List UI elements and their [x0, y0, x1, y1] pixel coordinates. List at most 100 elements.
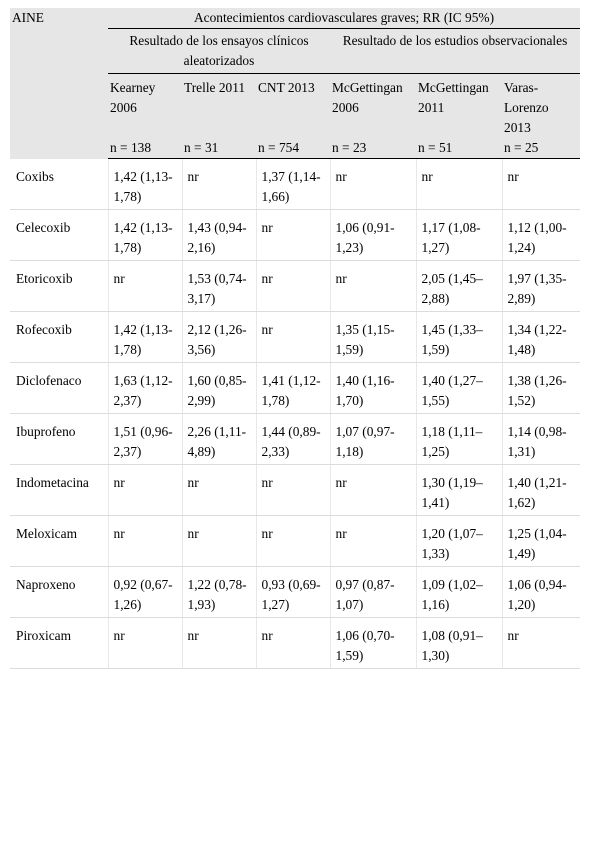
sample-size-cnt-2013: n = 754 — [256, 138, 330, 159]
rr-value-cell: nr — [108, 260, 183, 312]
rr-value-cell: nr — [330, 260, 417, 312]
sample-size-trelle-2011: n = 31 — [182, 138, 256, 159]
rr-value-cell: 1,51 (0,96-2,37) — [108, 413, 183, 465]
rr-value-cell: 1,38 (1,26-1,52) — [502, 362, 580, 414]
rr-value-cell: 1,06 (0,91-1,23) — [330, 209, 417, 261]
rr-value-cell: nr — [108, 515, 183, 567]
table-body: Coxibs 1,42 (1,13-1,78) nr 1,37 (1,14-1,66)… — [10, 158, 580, 669]
table-row: Diclofenaco 1,63 (1,12-2,37) 1,60 (0,85-2,… — [10, 362, 580, 414]
rr-value-cell: 1,35 (1,15-1,59) — [330, 311, 417, 363]
rr-value-cell: 0,97 (0,87-1,07) — [330, 566, 417, 618]
study-header-varas-lorenzo-2013: Varas-Lorenzo 2013 — [504, 80, 549, 135]
rr-value-cell: nr — [416, 158, 503, 210]
rr-value-cell: 1,63 (1,12-2,37) — [108, 362, 183, 414]
sample-size-varas-lorenzo-2013: n = 25 — [502, 138, 580, 159]
study-header-mcgettingan-2006: McGettingan 2006 — [332, 80, 403, 115]
study-header-cnt-2013: CNT 2013 — [258, 80, 315, 95]
table-row: Celecoxib 1,42 (1,13-1,78) 1,43 (0,94-2,16… — [10, 209, 580, 261]
rr-value-cell: nr — [502, 158, 580, 210]
events-title-header: Acontecimientos cardiovasculares graves;… — [108, 8, 580, 29]
rr-value-cell: 2,26 (1,11-4,89) — [182, 413, 257, 465]
rr-value-cell: 1,06 (0,70-1,59) — [330, 617, 417, 669]
table-row: Etoricoxib nr 1,53 (0,74-3,17) nr nr 2,05 (1,… — [10, 260, 580, 312]
rr-value-cell: 1,07 (0,97-1,18) — [330, 413, 417, 465]
rr-value-cell: 1,43 (0,94-2,16) — [182, 209, 257, 261]
sample-size-mcgettingan-2006: n = 23 — [330, 138, 416, 159]
rr-value-cell: nr — [108, 464, 183, 516]
rr-value-cell: 1,09 (1,02–1,16) — [416, 566, 503, 618]
study-header-mcgettingan-2011: McGettingan 2011 — [418, 80, 489, 115]
observational-group-header: Resultado de los estudios observacionale… — [330, 28, 580, 74]
drug-name-cell: Celecoxib — [10, 209, 109, 261]
table-row: Piroxicam nr nr nr 1,06 (0,70-1,59) 1,08 (0,9… — [10, 617, 580, 669]
rr-value-cell: 2,12 (1,26-3,56) — [182, 311, 257, 363]
table-row: Meloxicam nr nr nr nr 1,20 (1,07–1,33) 1,25 (1… — [10, 515, 580, 567]
study-header-kearney-2006: Kearney 2006 — [110, 80, 156, 115]
rr-value-cell: nr — [256, 515, 331, 567]
rr-value-cell: 1,08 (0,91–1,30) — [416, 617, 503, 669]
rr-value-cell: nr — [330, 464, 417, 516]
aine-column-header: AINE — [12, 10, 44, 25]
rr-value-cell: nr — [182, 515, 257, 567]
sample-size-kearney-2006: n = 138 — [108, 138, 182, 159]
drug-name-cell: Indometacina — [10, 464, 109, 516]
rr-value-cell: nr — [256, 209, 331, 261]
table-row: Coxibs 1,42 (1,13-1,78) nr 1,37 (1,14-1,66)… — [10, 158, 580, 210]
rr-value-cell: nr — [330, 158, 417, 210]
rr-value-cell: 1,37 (1,14-1,66) — [256, 158, 331, 210]
cardiovascular-events-table: AINE Acontecimientos cardiovasculares gr… — [10, 8, 580, 669]
rr-value-cell: 1,97 (1,35-2,89) — [502, 260, 580, 312]
drug-name-cell: Coxibs — [10, 158, 109, 210]
rr-value-cell: 1,40 (1,21-1,62) — [502, 464, 580, 516]
rr-value-cell: 1,22 (0,78-1,93) — [182, 566, 257, 618]
rr-value-cell: 1,40 (1,27–1,55) — [416, 362, 503, 414]
rr-value-cell: nr — [182, 617, 257, 669]
table-header: AINE Acontecimientos cardiovasculares gr… — [10, 8, 580, 159]
rr-value-cell: 1,60 (0,85-2,99) — [182, 362, 257, 414]
rr-value-cell: nr — [256, 260, 331, 312]
rr-value-cell: 2,05 (1,45–2,88) — [416, 260, 503, 312]
rr-value-cell: 1,44 (0,89-2,33) — [256, 413, 331, 465]
table-row: Naproxeno 0,92 (0,67-1,26) 1,22 (0,78-1,93… — [10, 566, 580, 618]
rr-value-cell: 1,20 (1,07–1,33) — [416, 515, 503, 567]
rr-value-cell: 1,34 (1,22-1,48) — [502, 311, 580, 363]
rr-value-cell: 1,45 (1,33–1,59) — [416, 311, 503, 363]
drug-name-cell: Meloxicam — [10, 515, 109, 567]
rr-value-cell: nr — [502, 617, 580, 669]
drug-name-cell: Naproxeno — [10, 566, 109, 618]
table-container: AINE Acontecimientos cardiovasculares gr… — [10, 8, 580, 669]
rr-value-cell: nr — [182, 464, 257, 516]
drug-name-cell: Ibuprofeno — [10, 413, 109, 465]
rr-value-cell: 1,17 (1,08-1,27) — [416, 209, 503, 261]
rr-value-cell: 1,53 (0,74-3,17) — [182, 260, 257, 312]
sample-size-mcgettingan-2011: n = 51 — [416, 138, 502, 159]
rr-value-cell: nr — [256, 464, 331, 516]
rr-value-cell: nr — [182, 158, 257, 210]
rr-value-cell: 1,41 (1,12-1,78) — [256, 362, 331, 414]
rr-value-cell: nr — [108, 617, 183, 669]
drug-name-cell: Piroxicam — [10, 617, 109, 669]
rr-value-cell: 1,06 (0,94-1,20) — [502, 566, 580, 618]
rr-value-cell: nr — [330, 515, 417, 567]
rr-value-cell: nr — [256, 617, 331, 669]
table-row: Rofecoxib 1,42 (1,13-1,78) 2,12 (1,26-3,56… — [10, 311, 580, 363]
study-header-trelle-2011: Trelle 2011 — [184, 80, 246, 95]
drug-name-cell: Rofecoxib — [10, 311, 109, 363]
rr-value-cell: nr — [256, 311, 331, 363]
rr-value-cell: 1,14 (0,98-1,31) — [502, 413, 580, 465]
table-row: Indometacina nr nr nr nr 1,30 (1,19–1,41) 1,40… — [10, 464, 580, 516]
rr-value-cell: 0,92 (0,67-1,26) — [108, 566, 183, 618]
drug-name-cell: Diclofenaco — [10, 362, 109, 414]
rr-value-cell: 1,40 (1,16-1,70) — [330, 362, 417, 414]
rr-value-cell: 1,42 (1,13-1,78) — [108, 158, 183, 210]
drug-name-cell: Etoricoxib — [10, 260, 109, 312]
rr-value-cell: 1,25 (1,04-1,49) — [502, 515, 580, 567]
rr-value-cell: 1,12 (1,00-1,24) — [502, 209, 580, 261]
rr-value-cell: 1,18 (1,11–1,25) — [416, 413, 503, 465]
rr-value-cell: 1,42 (1,13-1,78) — [108, 209, 183, 261]
trials-group-header: Resultado de los ensayos clínicos aleato… — [108, 28, 330, 74]
rr-value-cell: 1,30 (1,19–1,41) — [416, 464, 503, 516]
rr-value-cell: 1,42 (1,13-1,78) — [108, 311, 183, 363]
table-row: Ibuprofeno 1,51 (0,96-2,37) 2,26 (1,11-4,8… — [10, 413, 580, 465]
rr-value-cell: 0,93 (0,69-1,27) — [256, 566, 331, 618]
